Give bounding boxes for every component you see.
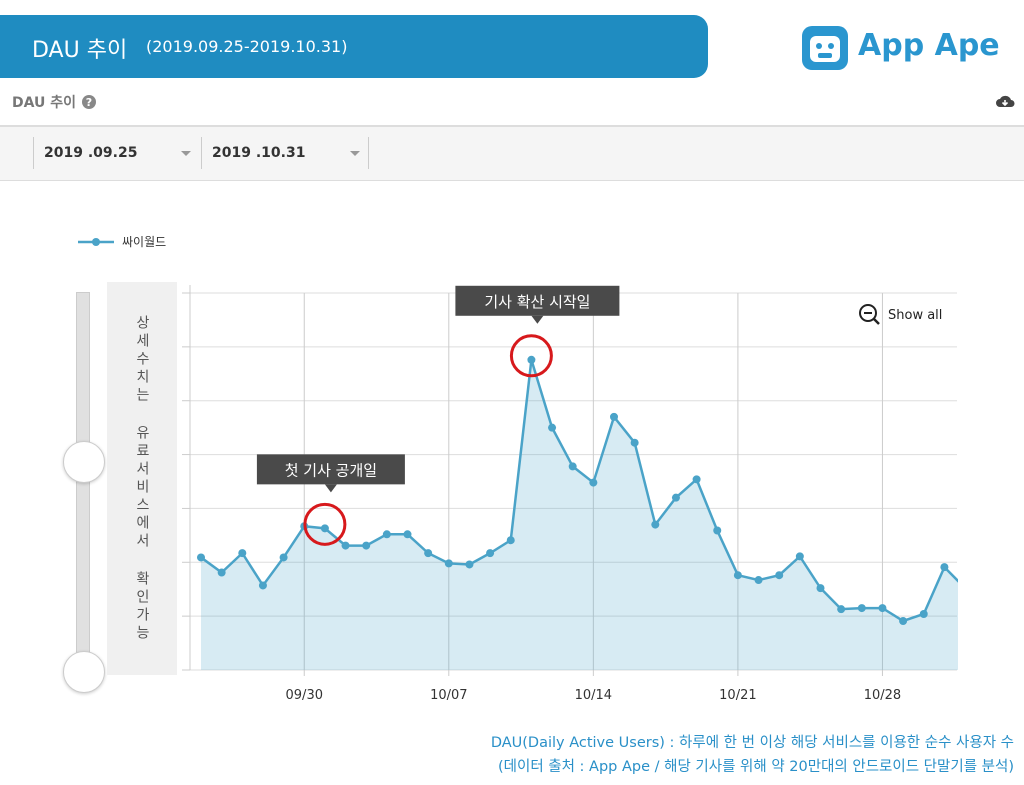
point — [465, 560, 474, 569]
slider-knob[interactable] — [63, 441, 105, 483]
point — [362, 541, 371, 550]
point — [899, 616, 908, 625]
point — [775, 571, 784, 580]
point — [424, 549, 433, 558]
point — [506, 536, 515, 545]
area — [201, 359, 958, 670]
point — [692, 475, 701, 484]
point — [382, 530, 391, 539]
point — [527, 355, 536, 364]
point — [444, 559, 453, 568]
point — [837, 605, 846, 614]
callout-box — [256, 454, 405, 485]
callout-text: 첫 기사 공개일 — [285, 461, 377, 479]
point — [486, 549, 495, 558]
logo-icon — [802, 26, 848, 70]
zoom-icon-handle — [873, 318, 880, 325]
logo: App Ape — [800, 20, 1000, 76]
zoom-button[interactable]: Show all — [888, 308, 942, 323]
point — [589, 478, 598, 487]
line — [200, 359, 958, 623]
date-bar: 2019 .09.25 2019 .10.31 — [0, 125, 1024, 181]
callout-box — [455, 285, 620, 316]
point — [630, 438, 639, 447]
x-tick-label: 10/28 — [864, 688, 901, 703]
header-title: DAU 추이 — [32, 38, 128, 63]
svg-text:?: ? — [86, 96, 92, 109]
side-note: 상세수치는 유료서비스에서 확인가능 — [107, 282, 177, 675]
point — [754, 576, 763, 585]
point — [403, 530, 412, 539]
footnote: DAU(Daily Active Users) : 하루에 한 번 이상 해당 … — [490, 735, 1014, 751]
toolbar-title: DAU 추이 ? — [12, 92, 97, 112]
point — [671, 493, 680, 502]
highlight-circle — [303, 502, 347, 546]
header-period: (2019.09.25-2019.10.31) — [146, 37, 348, 56]
start-date[interactable]: 2019 .09.25 — [33, 137, 199, 169]
legend-marker — [92, 238, 100, 246]
point — [651, 520, 660, 529]
point — [878, 604, 887, 613]
download-icon[interactable] — [995, 93, 1015, 109]
toolbar-title-text: DAU 추이 — [12, 95, 77, 111]
plot — [197, 355, 969, 670]
point — [238, 549, 247, 558]
help-icon[interactable]: ? — [81, 94, 97, 110]
x-tick-label: 10/07 — [430, 688, 467, 703]
header: DAU 추이 (2019.09.25-2019.10.31) — [0, 15, 708, 78]
point — [548, 423, 557, 432]
point — [919, 609, 928, 618]
point — [816, 584, 825, 593]
point — [320, 524, 329, 533]
point — [961, 584, 969, 592]
callout-text: 기사 확산 시작일 — [484, 293, 590, 311]
x-tick-label: 10/21 — [719, 688, 756, 703]
slider-knob[interactable] — [63, 651, 105, 693]
point — [279, 553, 288, 562]
point — [217, 568, 226, 577]
point — [258, 581, 267, 590]
callout-pointer — [531, 315, 544, 324]
point — [733, 571, 742, 580]
point — [940, 563, 949, 572]
end-date[interactable]: 2019 .10.31 — [201, 137, 369, 169]
logo-text: App Ape — [858, 28, 1000, 63]
x-tick-label: 10/14 — [575, 688, 612, 703]
highlight-circle — [509, 334, 553, 378]
zoom-icon — [859, 304, 877, 322]
x-tick-label: 09/30 — [286, 688, 323, 703]
point — [713, 526, 722, 535]
point — [197, 553, 205, 562]
callout-pointer — [324, 484, 337, 493]
point — [568, 462, 577, 471]
footnote: (데이터 출처 : App Ape / 해당 기사를 위해 약 20만대의 안드… — [497, 759, 1014, 775]
point — [795, 552, 804, 561]
legend-label: 싸이월드 — [122, 235, 166, 249]
point — [610, 412, 618, 421]
point — [341, 541, 350, 550]
point — [857, 604, 866, 613]
